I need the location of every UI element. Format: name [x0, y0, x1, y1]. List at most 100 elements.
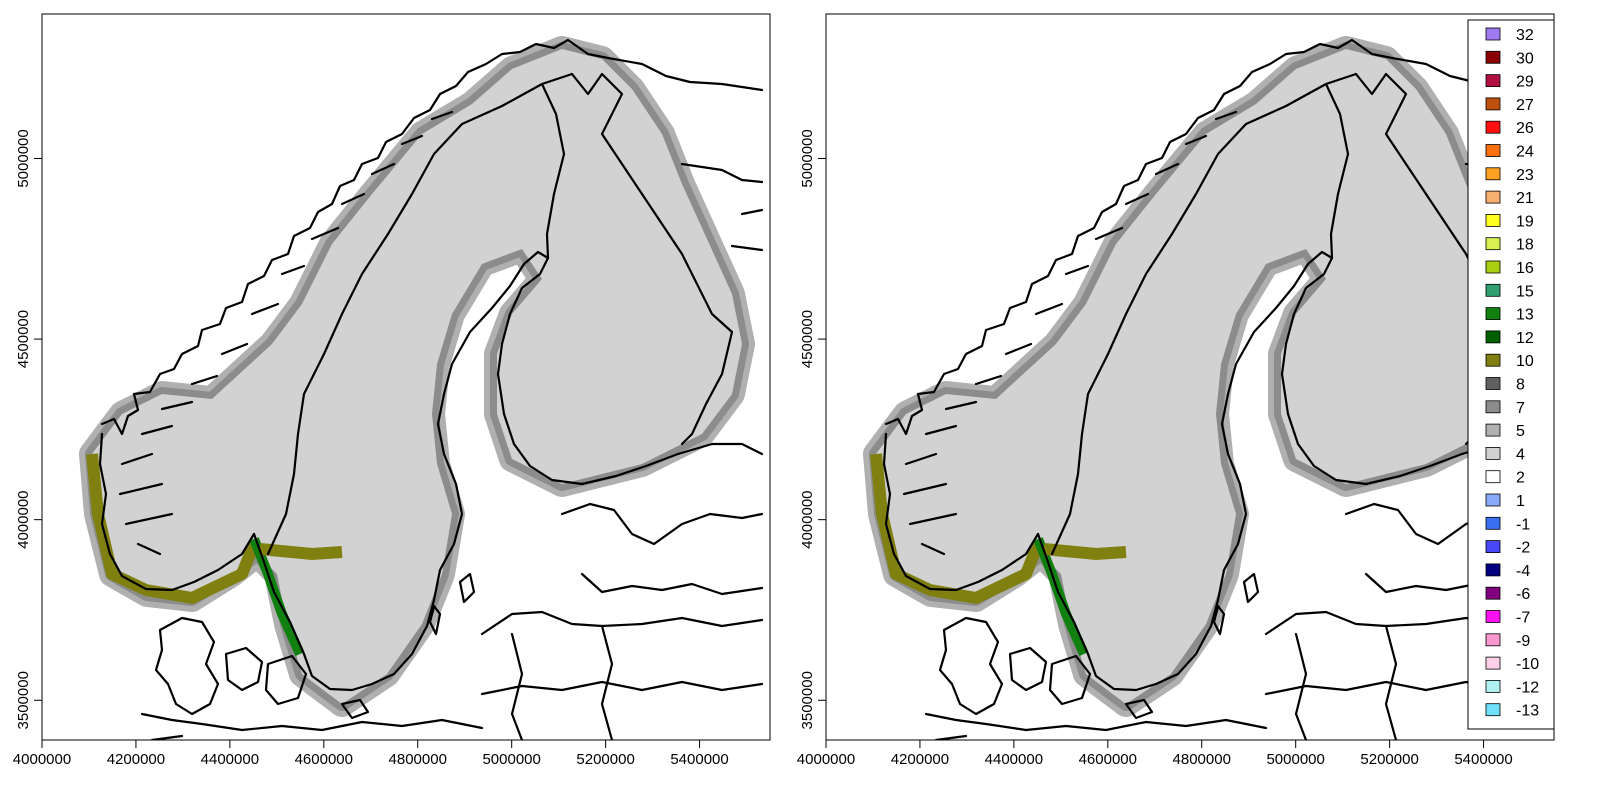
anomaly-speck: [241, 347, 247, 352]
legend-swatch: [1485, 563, 1501, 577]
legend-label: -2: [1516, 540, 1530, 557]
coast-band-olive: [259, 543, 343, 561]
legend-swatch: [1485, 446, 1501, 460]
anomaly-speck: [1064, 286, 1070, 290]
anomaly-speck: [980, 365, 984, 369]
x-tick-label: 5200000: [576, 751, 634, 768]
anomaly-speck: [282, 295, 287, 300]
x-tick-label: 4000000: [13, 751, 71, 768]
legend-swatch: [1485, 213, 1501, 227]
anomaly-speck: [994, 370, 1001, 375]
map-area: [92, 40, 764, 740]
map-panel-right: 4000000 4200000 4400000 4600000 4800000 50000…: [797, 13, 1555, 768]
legend-label: -4: [1516, 563, 1530, 580]
anomaly-speck: [1066, 295, 1071, 300]
anomaly-speck: [236, 337, 242, 341]
y-tick-label: 3500000: [15, 671, 32, 729]
x-tick-label: 5400000: [1454, 751, 1512, 768]
legend-label: 19: [1516, 213, 1534, 230]
legend-swatch: [1485, 516, 1501, 530]
anomaly-speck: [280, 286, 286, 290]
legend-label: 13: [1516, 307, 1534, 324]
x-tick-label: 4600000: [1079, 751, 1137, 768]
legend-label: 32: [1516, 27, 1534, 44]
legend-swatch: [1485, 377, 1501, 390]
anomaly-speck: [1075, 272, 1079, 277]
legend-label: 29: [1516, 74, 1534, 91]
legend-swatch: [1485, 493, 1501, 507]
anomaly-speck: [301, 261, 306, 264]
legend-label: 30: [1516, 50, 1534, 67]
anomaly-speck: [1023, 337, 1027, 340]
anomaly-speck: [991, 371, 998, 375]
anomaly-speck: [1054, 315, 1059, 319]
anomaly-speck: [1025, 347, 1031, 352]
x-tick-label: 5000000: [1266, 751, 1324, 768]
y-tick-label: 4000000: [15, 490, 32, 548]
legend-label: 15: [1516, 283, 1534, 300]
x-tick-label: 4400000: [985, 751, 1043, 768]
legend-swatch: [1485, 540, 1501, 553]
legend-label: 5: [1516, 423, 1525, 440]
legend-swatch: [1485, 260, 1501, 274]
x-tick-label: 5000000: [482, 751, 540, 768]
anomaly-speck: [265, 323, 270, 328]
legend-label: 18: [1516, 237, 1534, 254]
y-tick-label: 5000000: [15, 129, 32, 187]
legend-label: -12: [1516, 679, 1539, 696]
legend-swatch: [1485, 74, 1501, 87]
anomaly-speck: [1002, 364, 1007, 368]
legend-label: 23: [1516, 167, 1534, 184]
legend-label: 8: [1516, 377, 1525, 394]
x-tick-label: 4200000: [107, 751, 165, 768]
anomaly-speck: [259, 311, 266, 316]
anomaly-speck: [1043, 327, 1049, 330]
legend-swatch: [1485, 610, 1501, 623]
legend-swatch: [1485, 120, 1501, 134]
x-tick-label: 4000000: [797, 751, 855, 768]
legend-label: -6: [1516, 586, 1530, 603]
legend-label: -10: [1516, 656, 1539, 673]
anomaly-speck: [1052, 291, 1057, 295]
anomaly-speck: [196, 365, 200, 369]
anomaly-speck: [270, 315, 275, 319]
legend-label: 1: [1516, 493, 1525, 510]
anomaly-speck: [1020, 337, 1026, 341]
anomaly-speck: [291, 272, 295, 277]
anomaly-speck: [1047, 305, 1052, 308]
anomaly-speck: [218, 364, 223, 368]
legend-swatch: [1485, 167, 1501, 181]
legend-label: -1: [1516, 516, 1530, 533]
x-tick-label: 4400000: [201, 751, 259, 768]
x-tick-label: 5400000: [670, 751, 728, 768]
anomaly-speck: [268, 291, 273, 295]
legend-swatch: [1485, 144, 1501, 157]
anomaly-speck: [1043, 311, 1050, 316]
legend-swatch: [1485, 50, 1501, 64]
legend-swatch: [1485, 656, 1501, 670]
legend-label: -7: [1516, 610, 1530, 627]
legend-label: 4: [1516, 446, 1525, 463]
y-tick-label: 3500000: [799, 671, 816, 729]
legend-swatch: [1485, 190, 1501, 204]
legend-label: 21: [1516, 190, 1534, 207]
anomaly-speck: [1085, 261, 1090, 264]
anomaly-speck: [239, 337, 243, 340]
anomaly-speck: [1049, 323, 1054, 328]
coast-band-olive: [1043, 543, 1127, 561]
x-tick-label: 4600000: [295, 751, 353, 768]
x-tick-label: 4200000: [891, 751, 949, 768]
legend-swatch: [1485, 237, 1501, 251]
anomaly-speck: [210, 370, 217, 375]
legend-swatch: [1485, 283, 1501, 297]
anomaly-speck: [263, 305, 268, 308]
legend-label: 2: [1516, 470, 1525, 487]
x-tick-label: 5200000: [1360, 751, 1418, 768]
map-panel-left: 4000000 4200000 4400000 4600000 4800000 50000…: [13, 13, 771, 768]
y-tick-label: 4500000: [799, 310, 816, 368]
legend-swatch: [1485, 97, 1501, 111]
y-tick-label: 4500000: [15, 310, 32, 368]
map-area: [876, 40, 1548, 740]
legend-swatch: [1485, 353, 1501, 367]
